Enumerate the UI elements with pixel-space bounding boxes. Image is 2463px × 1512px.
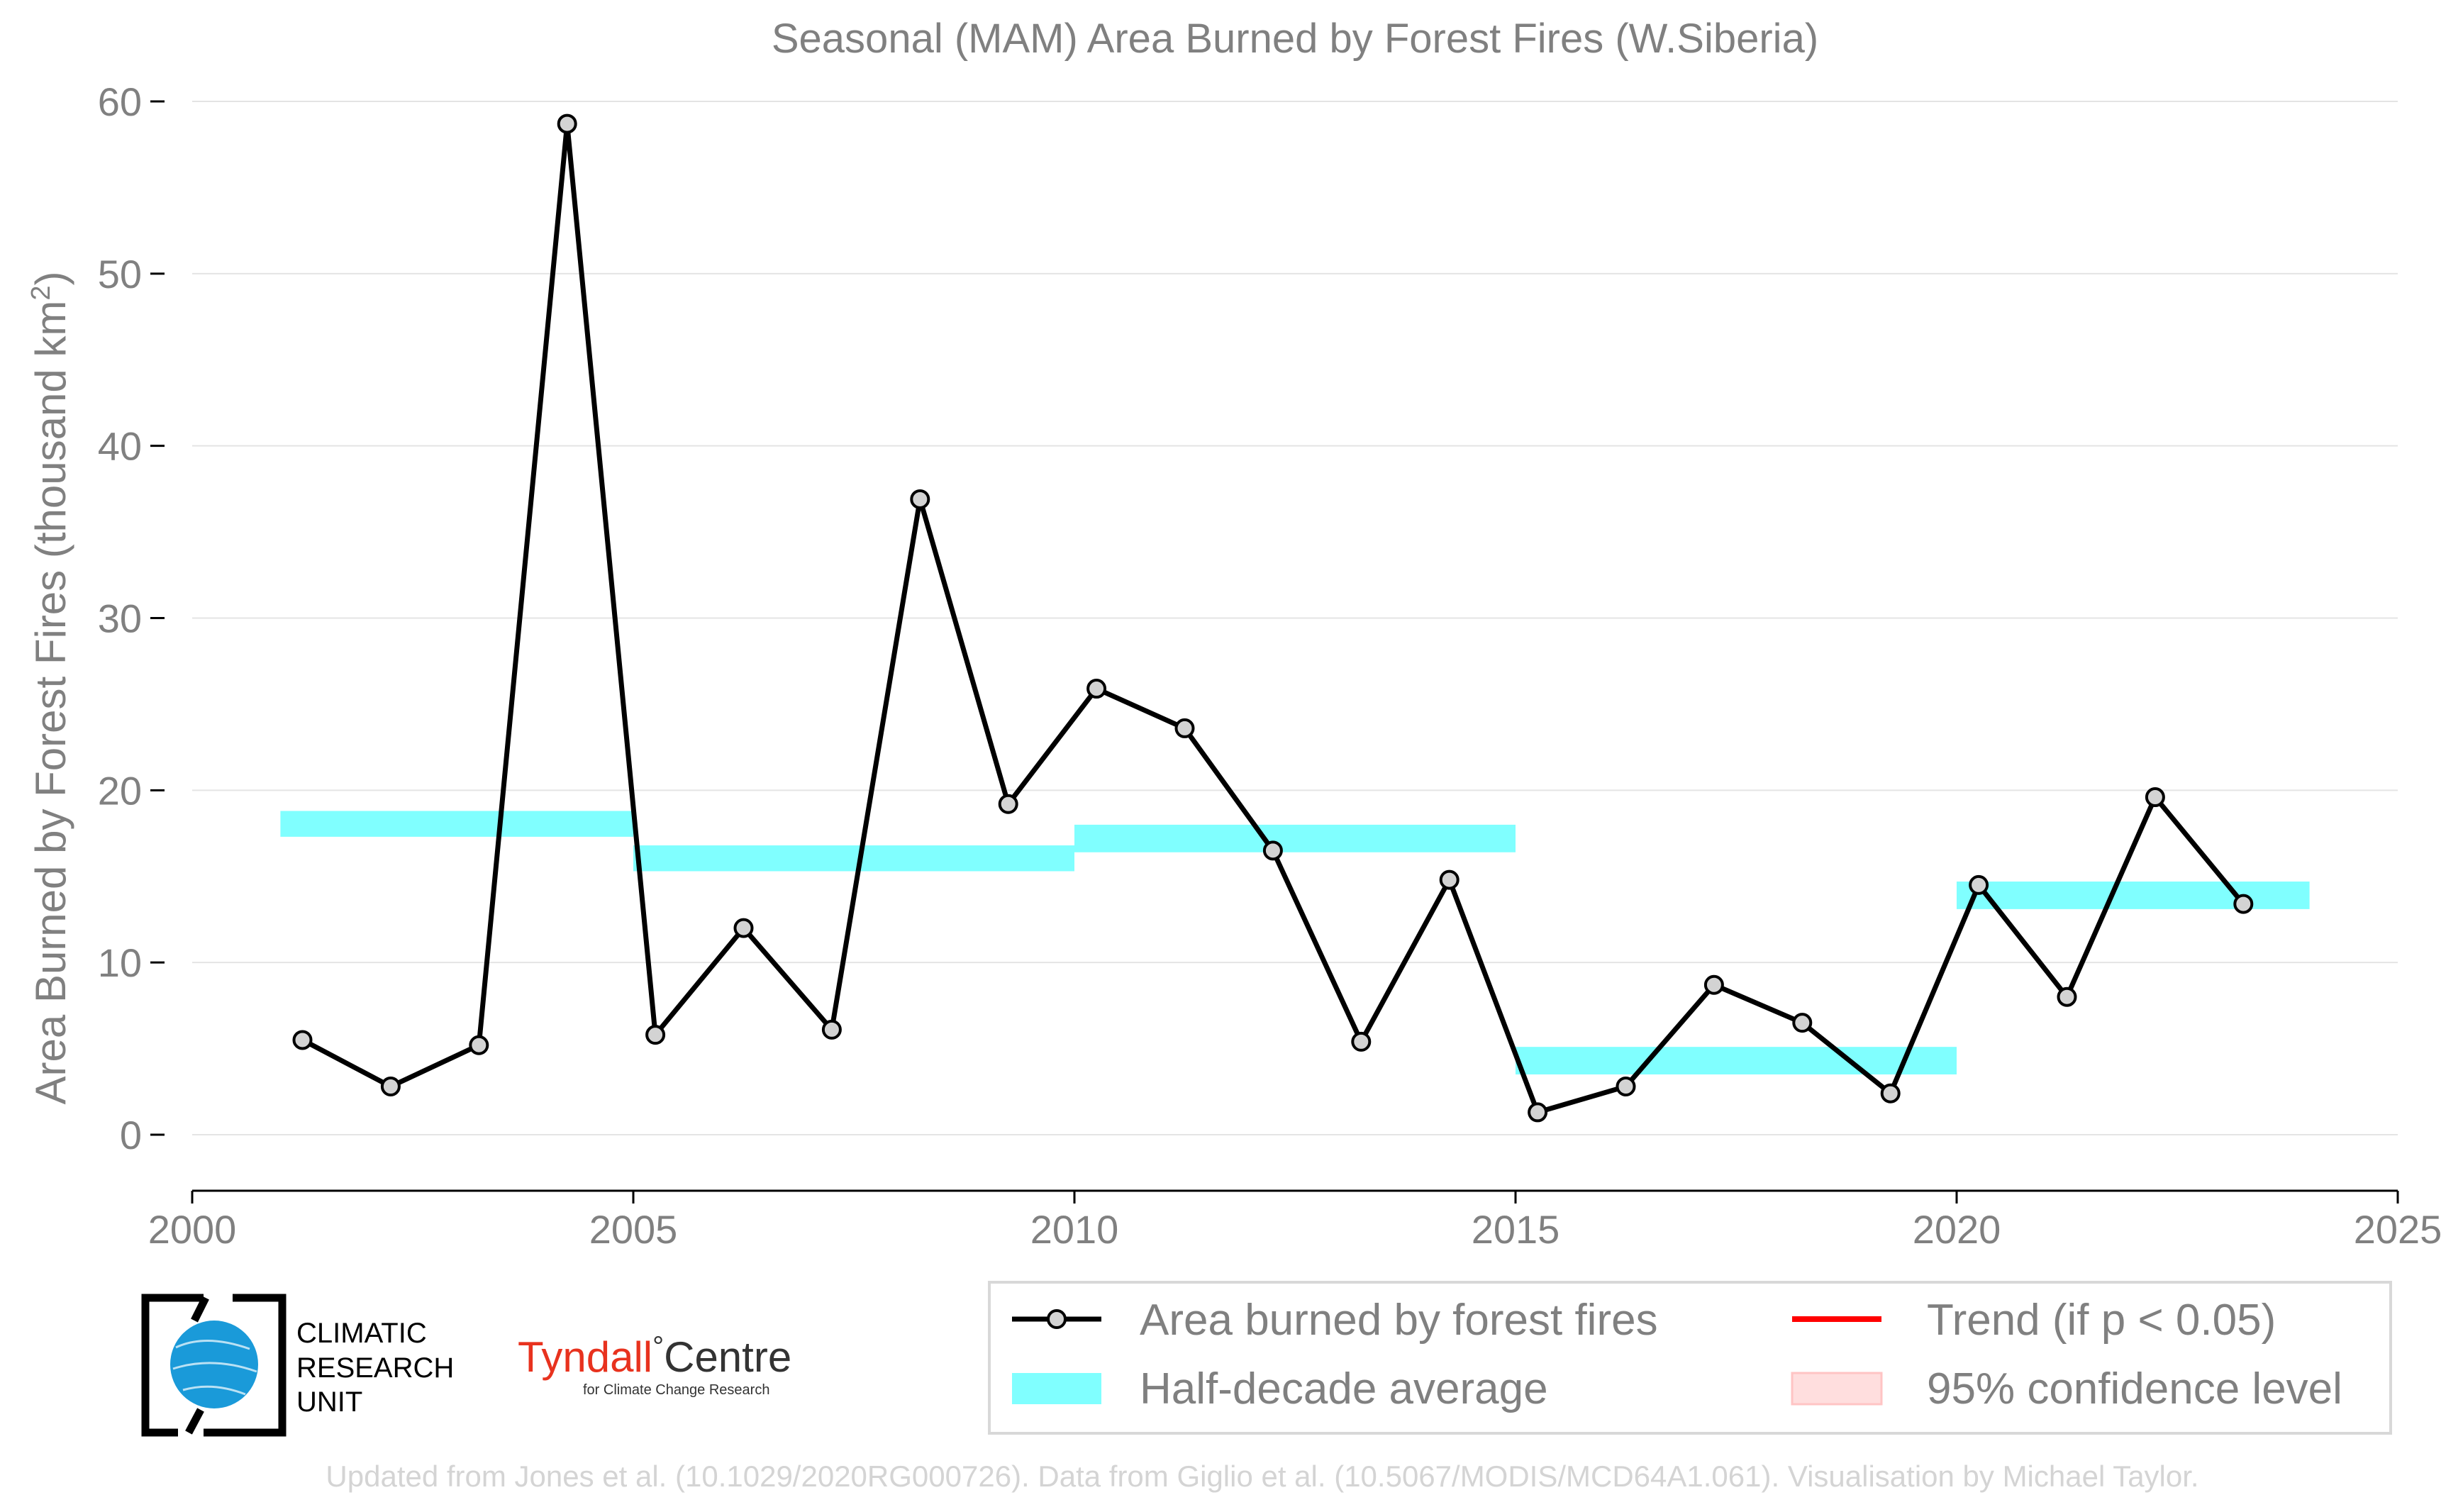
data-point-2013: [1351, 1031, 1372, 1052]
cru-logo-line3: UNIT: [296, 1386, 362, 1418]
cru-logo-slash-bottom: [185, 1408, 204, 1435]
legend-symbol-half-decade: [1012, 1373, 1101, 1404]
data-point-2006: [733, 918, 754, 938]
data-point-2004: [557, 113, 577, 134]
data-point-2010: [1086, 679, 1107, 699]
x-tick-label-2010: 2010: [1030, 1207, 1119, 1252]
y-tick-label-10: 10: [98, 940, 142, 985]
tyndall-logo-centre: Centre: [664, 1333, 791, 1381]
data-point-2005: [645, 1025, 666, 1045]
y-axis-label-superscript: 2: [26, 286, 56, 301]
y-axis-label-text: Area Burned by Forest Fires (thousand km: [27, 301, 74, 1105]
tyndall-logo: Tyndall°Centre for Climate Change Resear…: [518, 1331, 791, 1398]
legend: Area burned by forest fires Trend (if p …: [988, 1281, 2392, 1435]
y-tick-label-50: 50: [98, 252, 142, 296]
legend-label-trend: Trend (if p < 0.05): [1927, 1296, 2276, 1345]
half-decade-bands: [280, 811, 2310, 1075]
data-point-2022: [2145, 787, 2165, 808]
x-tick-label-2005: 2005: [589, 1207, 678, 1252]
cru-logo-line1: CLIMATIC: [296, 1318, 427, 1349]
y-tick-label-40: 40: [98, 424, 142, 469]
half-decade-band-1: [280, 811, 633, 837]
x-tick-label-2025: 2025: [2354, 1207, 2442, 1252]
tyndall-logo-wordmark: Tyndall°Centre: [518, 1331, 791, 1381]
half-decade-band-3: [1074, 824, 1516, 852]
data-point-2021: [2057, 986, 2077, 1007]
legend-label-area-burned: Area burned by forest fires: [1140, 1296, 1658, 1345]
data-point-2008: [910, 489, 930, 509]
y-tick-label-30: 30: [98, 596, 142, 641]
y-tick-label-60: 60: [98, 79, 142, 124]
data-point-2001: [292, 1030, 313, 1050]
data-point-2020: [1969, 874, 1989, 895]
x-tick-label-2000: 2000: [148, 1207, 237, 1252]
x-tick-label-2020: 2020: [1913, 1207, 2001, 1252]
data-point-2009: [998, 794, 1018, 814]
data-point-2015: [1528, 1102, 1548, 1123]
data-point-2002: [380, 1077, 401, 1097]
legend-label-confidence: 95% confidence level: [1927, 1364, 2342, 1413]
chart-title: Seasonal (MAM) Area Burned by Forest Fir…: [772, 16, 1818, 62]
data-point-2007: [821, 1019, 842, 1040]
cru-logo-bracket-right: [204, 1294, 287, 1437]
cru-logo-bracket-left: [141, 1294, 204, 1437]
y-tick-label-20: 20: [98, 768, 142, 813]
data-point-2019: [1880, 1083, 1901, 1104]
cru-logo-line2: RESEARCH: [296, 1352, 454, 1384]
data-point-2023: [2233, 894, 2254, 914]
tyndall-logo-degree: °: [652, 1331, 664, 1362]
y-axis-label: Area Burned by Forest Fires (thousand km…: [26, 272, 74, 1105]
y-axis-ticks: 0 10 20 30 40 50 60: [98, 79, 165, 1157]
y-axis-label-close: ): [27, 272, 74, 286]
data-point-2003: [469, 1035, 489, 1055]
cru-globe-icon: [170, 1321, 258, 1408]
x-axis-ticks: 2000 2005 2010 2015 2020 2025: [148, 1191, 2442, 1252]
half-decade-band-4: [1516, 1047, 1957, 1075]
tyndall-logo-name: Tyndall: [518, 1333, 652, 1381]
data-point-2018: [1792, 1013, 1813, 1033]
legend-symbol-confidence: [1791, 1372, 1883, 1406]
cru-globe-swirl: [172, 1339, 257, 1396]
x-tick-label-2015: 2015: [1472, 1207, 1560, 1252]
cru-logo-slash-top: [191, 1296, 209, 1323]
credit-line: Updated from Jones et al. (10.1029/2020R…: [326, 1460, 2198, 1493]
half-decade-band-5: [1957, 882, 2310, 909]
gridlines: [192, 101, 2398, 1135]
legend-symbol-area-burned-marker: [1047, 1309, 1067, 1329]
cru-logo: CLIMATIC RESEARCH UNIT: [141, 1294, 454, 1437]
data-point-2014: [1439, 869, 1460, 890]
tyndall-logo-subtitle: for Climate Change Research: [583, 1382, 769, 1398]
data-point-2017: [1703, 974, 1724, 995]
data-point-2016: [1616, 1077, 1636, 1097]
legend-frame: [988, 1281, 2392, 1435]
area-burned-markers: [292, 113, 2254, 1123]
legend-label-half-decade: Half-decade average: [1140, 1364, 1548, 1413]
data-point-2011: [1174, 718, 1195, 738]
half-decade-band-2: [633, 845, 1074, 872]
y-tick-label-0: 0: [120, 1113, 142, 1157]
data-point-2012: [1262, 840, 1283, 861]
